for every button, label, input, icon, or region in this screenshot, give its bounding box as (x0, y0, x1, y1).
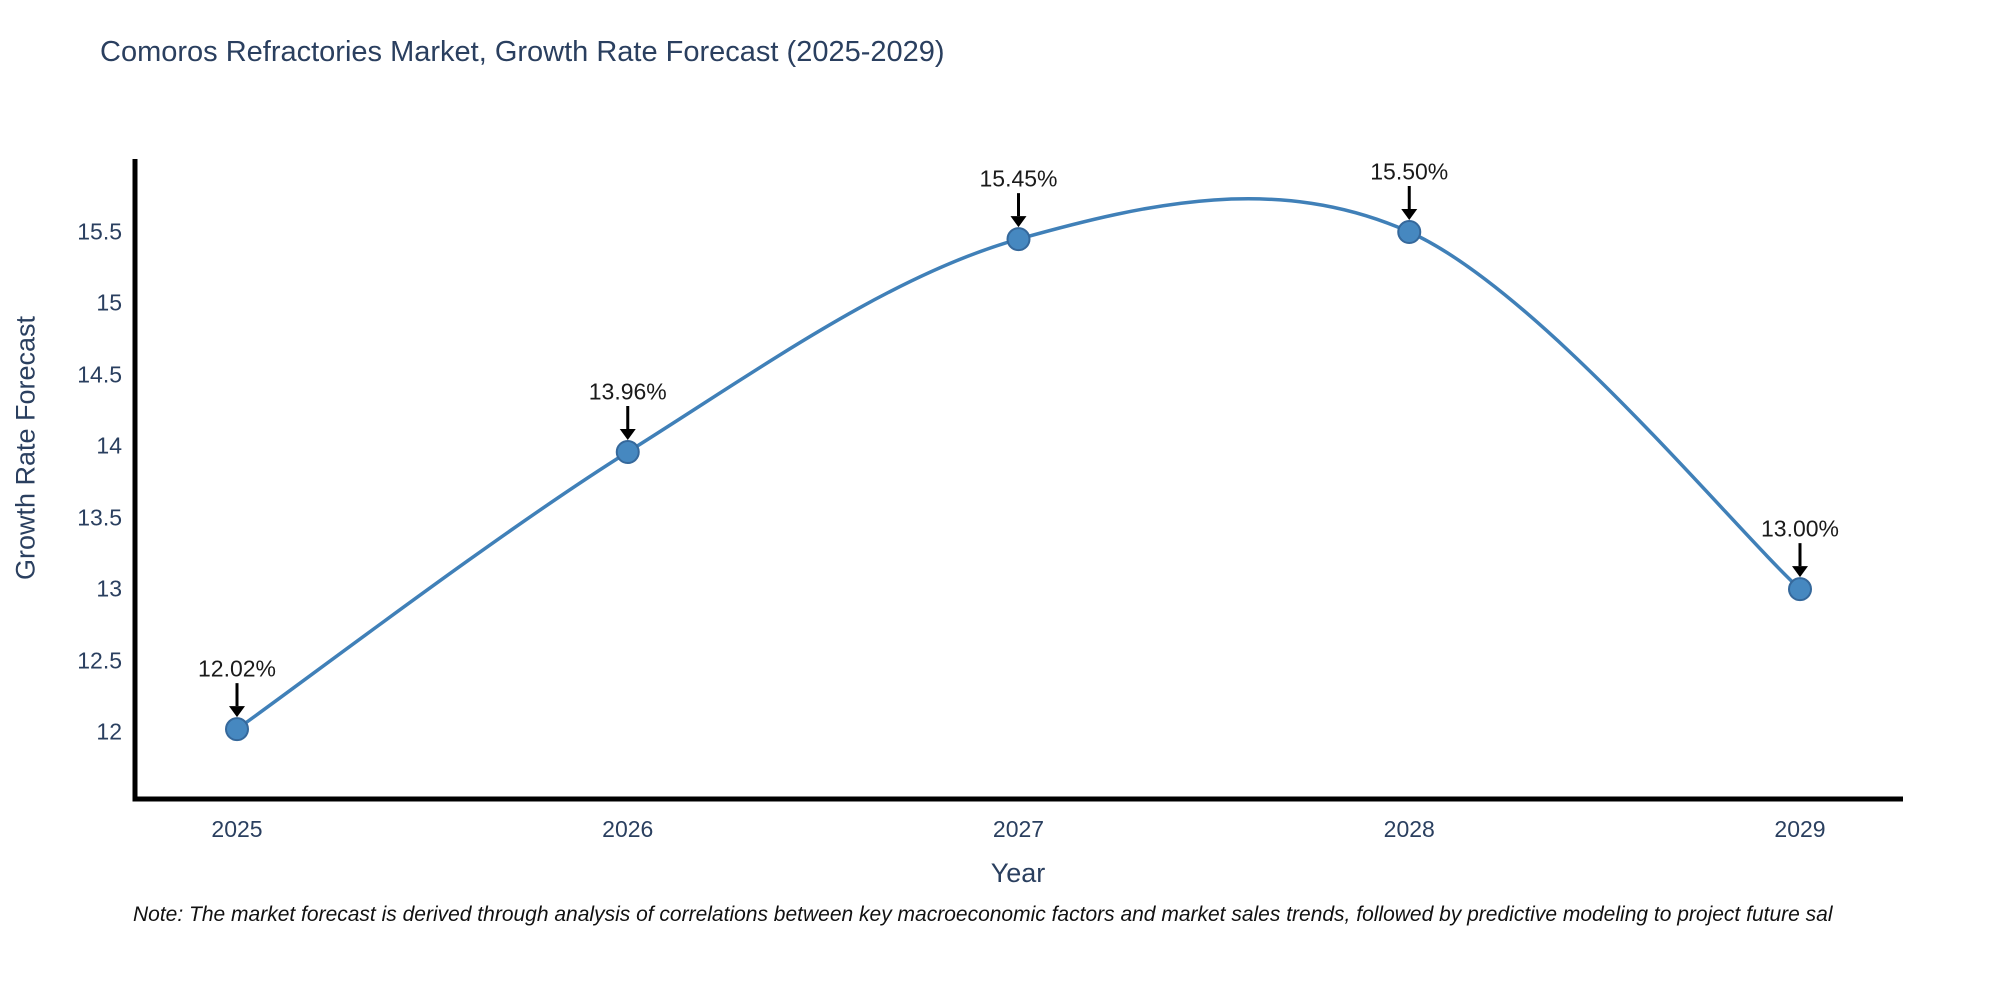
y-tick-15: 15 (96, 289, 122, 316)
x-tick-2029: 2029 (1774, 816, 1826, 842)
y-tick-13: 13 (96, 575, 122, 602)
data-point-2029 (1788, 577, 1812, 602)
annotation-arrowhead-icon (1010, 216, 1027, 228)
annotation-label-2029: 13.00% (1760, 515, 1840, 542)
x-tick-2028: 2028 (1383, 816, 1435, 842)
data-point-2027 (1006, 227, 1031, 252)
forecast-line (235, 197, 1802, 731)
annotation-label-2028: 15.50% (1370, 158, 1449, 185)
x-axis-title: Year (990, 858, 1046, 888)
data-point-2028 (1397, 220, 1422, 245)
chart-title: Comoros Refractories Market, Growth Rate… (100, 36, 945, 68)
x-tick-2025: 2025 (211, 816, 263, 842)
annotation-label-2027: 15.45% (979, 165, 1058, 192)
x-tick-2026: 2026 (602, 816, 654, 842)
y-tick-12: 12 (96, 718, 122, 745)
annotation-arrowhead-icon (229, 706, 245, 718)
annotation-arrowhead-icon (619, 429, 636, 441)
x-tick-2027: 2027 (992, 816, 1045, 842)
annotation-arrowhead-icon (1401, 209, 1418, 221)
y-tick-14: 14 (96, 432, 122, 459)
data-point-2026 (615, 440, 640, 465)
annotation-label-2026: 13.96% (588, 378, 667, 405)
y-tick-12.5: 12.5 (77, 647, 122, 674)
annotation-arrowhead-icon (1792, 566, 1808, 578)
y-tick-13.5: 13.5 (77, 504, 122, 531)
y-tick-14.5: 14.5 (77, 361, 122, 388)
y-tick-15.5: 15.5 (77, 218, 122, 245)
footnote: Note: The market forecast is derived thr… (133, 903, 1833, 926)
annotation-label-2025: 12.02% (197, 655, 277, 682)
data-point-2025 (225, 717, 249, 742)
